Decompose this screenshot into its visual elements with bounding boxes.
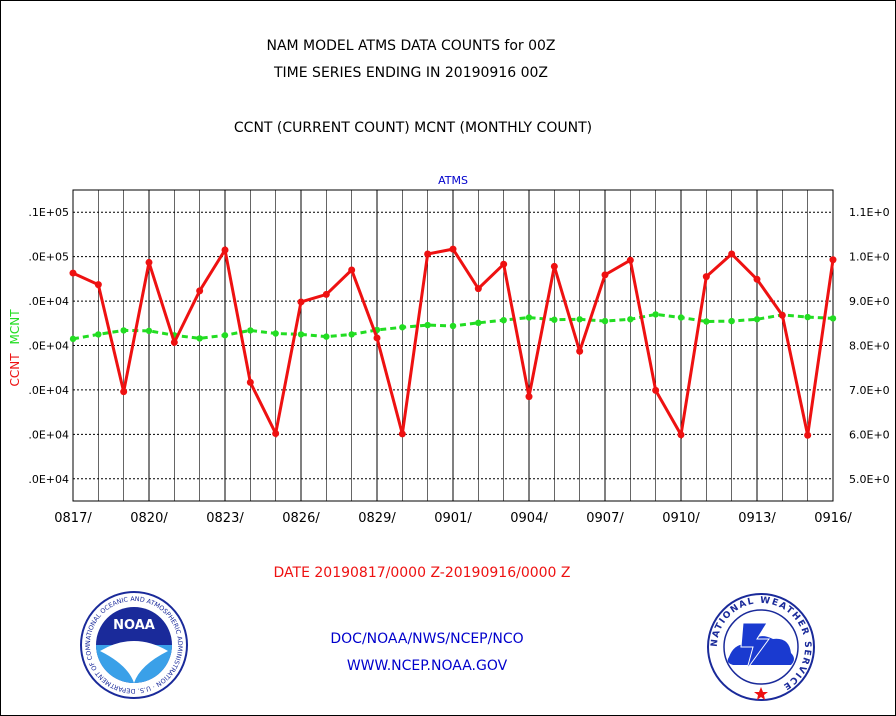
- data-point-mcnt: [399, 324, 406, 331]
- data-point-mcnt: [120, 327, 127, 334]
- data-point-ccnt: [474, 285, 482, 293]
- data-point-mcnt: [323, 333, 330, 340]
- x-tick-label: 0916/: [814, 511, 852, 526]
- data-point-ccnt: [677, 431, 685, 439]
- y-tick-label-left: .0E+04: [28, 340, 69, 353]
- data-point-mcnt: [424, 321, 431, 329]
- data-point-ccnt: [500, 260, 508, 268]
- data-point-mcnt: [69, 335, 77, 343]
- data-point-ccnt: [69, 269, 77, 277]
- data-point-ccnt: [778, 311, 786, 319]
- data-point-ccnt: [297, 298, 305, 306]
- data-point-mcnt: [145, 327, 153, 335]
- y-tick-label-left: .1E+05: [28, 206, 69, 219]
- y-tick-label-left: .0E+05: [28, 251, 69, 264]
- data-point-ccnt: [449, 245, 457, 253]
- y-tick-label-left: .0E+04: [28, 384, 69, 397]
- x-tick-label: 0901/: [434, 511, 472, 526]
- data-point-ccnt: [170, 338, 178, 346]
- title-line-1: NAM MODEL ATMS DATA COUNTS for 00Z: [266, 38, 556, 54]
- data-point-ccnt: [424, 250, 432, 258]
- data-point-ccnt: [576, 347, 584, 355]
- org-label: DOC/NOAA/NWS/NCEP/NCO: [330, 631, 524, 647]
- y-tick-label-right: 9.0E+0: [849, 295, 890, 308]
- x-tick-label: 0910/: [662, 511, 700, 526]
- data-point-ccnt: [728, 250, 736, 258]
- data-point-mcnt: [95, 331, 102, 338]
- nws-logo-icon: NATIONAL WEATHER SERVICE: [707, 593, 815, 701]
- data-point-mcnt: [728, 317, 735, 325]
- y-tick-label-left: .0E+04: [28, 428, 69, 441]
- data-point-mcnt: [449, 322, 457, 330]
- title-line-3: CCNT (CURRENT COUNT) MCNT (MONTHLY COUNT…: [233, 120, 593, 136]
- data-point-mcnt: [652, 311, 659, 318]
- data-point-ccnt: [145, 258, 153, 266]
- data-point-mcnt: [576, 316, 583, 323]
- x-tick-label: 0913/: [738, 511, 776, 526]
- date-range-label: DATE 20190817/0000 Z-20190916/0000 Z: [273, 565, 571, 581]
- data-point-mcnt: [196, 335, 203, 342]
- data-point-ccnt: [246, 378, 254, 386]
- x-tick-label: 0907/: [586, 511, 624, 526]
- data-point-ccnt: [398, 430, 406, 438]
- x-tick-label: 0826/: [282, 511, 320, 526]
- data-point-ccnt: [348, 266, 356, 274]
- x-tick-label: 0904/: [510, 511, 548, 526]
- y-axis-label-ccnt: CCNT: [8, 353, 22, 387]
- data-point-mcnt: [348, 331, 355, 338]
- data-point-mcnt: [601, 317, 609, 325]
- data-point-ccnt: [272, 429, 280, 437]
- data-point-mcnt: [500, 316, 507, 324]
- data-point-mcnt: [627, 316, 634, 323]
- noaa-logo-icon: NOAA NATIONAL OCEANIC AND ATMOSPHERIC AD…: [80, 591, 188, 699]
- data-point-ccnt: [702, 273, 710, 281]
- y-axis-label-mcnt: MCNT: [8, 309, 22, 345]
- chart-title: ATMS: [438, 174, 468, 187]
- y-tick-label-right: 7.0E+0: [849, 384, 890, 397]
- data-point-mcnt: [297, 331, 305, 338]
- data-point-ccnt: [652, 386, 660, 394]
- data-point-ccnt: [120, 388, 128, 396]
- data-point-mcnt: [525, 314, 533, 321]
- y-tick-label-right: 6.0E+0: [849, 428, 890, 441]
- data-point-ccnt: [525, 393, 533, 401]
- data-point-ccnt: [94, 281, 102, 289]
- y-tick-label-right: 1.1E+0: [849, 206, 890, 219]
- data-point-ccnt: [196, 287, 204, 295]
- x-tick-label: 0820/: [130, 511, 168, 526]
- x-tick-label: 0829/: [358, 511, 396, 526]
- data-point-mcnt: [703, 318, 710, 325]
- y-tick-label-left: .0E+04: [28, 295, 69, 308]
- data-point-ccnt: [626, 256, 634, 264]
- data-point-mcnt: [677, 314, 685, 321]
- data-point-mcnt: [272, 330, 279, 337]
- data-point-mcnt: [753, 316, 761, 323]
- title-line-2: TIME SERIES ENDING IN 20190916 00Z: [274, 65, 548, 81]
- y-tick-label-right: 8.0E+0: [849, 340, 890, 353]
- data-point-ccnt: [373, 334, 381, 342]
- data-point-ccnt: [322, 290, 330, 298]
- data-point-mcnt: [829, 315, 837, 322]
- data-point-mcnt: [551, 316, 558, 323]
- data-point-mcnt: [247, 327, 254, 334]
- data-point-ccnt: [804, 431, 812, 439]
- y-tick-label-left: .0E+04: [28, 473, 69, 486]
- data-point-ccnt: [550, 262, 558, 270]
- data-point-ccnt: [829, 256, 837, 264]
- x-tick-label: 0823/: [206, 511, 244, 526]
- x-tick-label: 0817/: [54, 511, 92, 526]
- y-tick-label-right: 1.0E+0: [849, 251, 890, 264]
- data-point-ccnt: [221, 246, 229, 254]
- noaa-logo-text: NOAA: [113, 618, 155, 633]
- data-point-mcnt: [221, 332, 229, 339]
- data-point-ccnt: [601, 271, 609, 279]
- data-point-mcnt: [804, 313, 811, 321]
- data-point-mcnt: [475, 319, 482, 327]
- y-tick-label-right: 5.0E+0: [849, 473, 890, 486]
- data-point-ccnt: [753, 275, 761, 283]
- website-label: WWW.NCEP.NOAA.GOV: [346, 658, 508, 674]
